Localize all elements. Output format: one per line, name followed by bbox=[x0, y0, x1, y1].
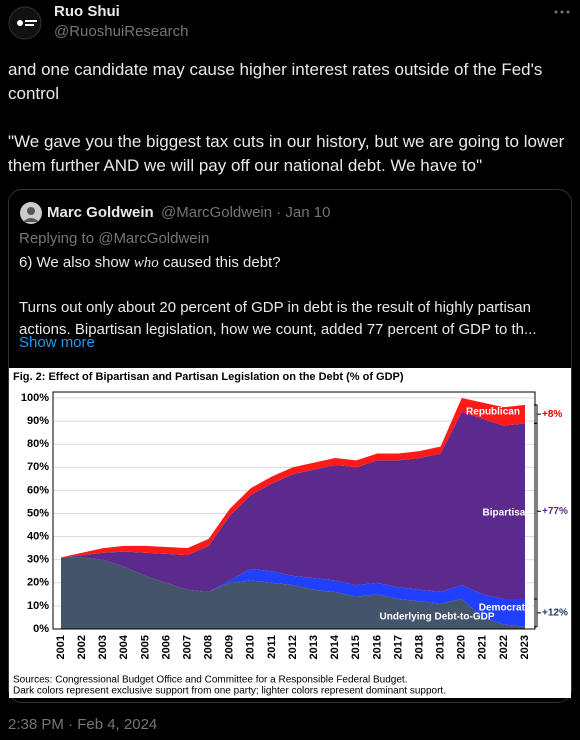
quoted-text: 6) We also show who caused this debt? bbox=[19, 254, 281, 272]
series-label: Democratic bbox=[479, 603, 534, 614]
author-handle[interactable]: @RuoshuiResearch bbox=[54, 23, 189, 40]
x-tick-label: 2018 bbox=[413, 635, 425, 659]
show-more[interactable]: Show more bbox=[19, 334, 95, 351]
y-tick-label: 10% bbox=[27, 600, 49, 612]
x-tick-label: 2017 bbox=[392, 635, 404, 659]
x-tick-label: 2006 bbox=[160, 635, 172, 659]
y-tick-label: 100% bbox=[21, 392, 49, 404]
x-tick-label: 2013 bbox=[308, 635, 320, 659]
x-tick-label: 2001 bbox=[55, 635, 67, 659]
x-tick-label: 2012 bbox=[287, 635, 299, 659]
source-note: Dark colors represent exclusive support … bbox=[13, 686, 446, 697]
x-tick-label: 2015 bbox=[350, 635, 362, 659]
annotation: +8% bbox=[542, 409, 562, 420]
y-tick-label: 70% bbox=[27, 461, 49, 473]
replying-to: Replying to @MarcGoldwein bbox=[19, 230, 210, 247]
quoted-avatar bbox=[20, 202, 42, 224]
y-tick-label: 0% bbox=[33, 623, 49, 635]
x-tick-label: 2014 bbox=[329, 634, 341, 659]
quoted-meta: @MarcGoldwein · Jan 10 bbox=[161, 204, 331, 221]
x-tick-label: 2019 bbox=[435, 635, 447, 659]
y-tick-label: 80% bbox=[27, 438, 49, 450]
text: who bbox=[133, 255, 159, 271]
series-label: Underlying Debt-to-GDP bbox=[380, 612, 495, 623]
x-tick-label: 2002 bbox=[76, 635, 88, 659]
chart: Fig. 2: Effect of Bipartisan and Partisa… bbox=[9, 368, 571, 698]
author-name[interactable]: Ruo Shui bbox=[54, 3, 120, 20]
y-tick-label: 60% bbox=[27, 484, 49, 496]
tweet-text: and one candidate may cause higher inter… bbox=[8, 58, 568, 178]
x-tick-label: 2009 bbox=[224, 635, 236, 659]
annotation: +12% bbox=[542, 607, 568, 618]
quoted-text: Turns out only about 20 percent of GDP i… bbox=[19, 297, 537, 341]
quoted-name: Marc Goldwein bbox=[47, 204, 154, 221]
quoted-tweet[interactable]: Marc Goldwein @MarcGoldwein · Jan 10 Rep… bbox=[8, 189, 572, 703]
area bbox=[61, 398, 525, 558]
area bbox=[61, 411, 525, 599]
paragraph: and one candidate may cause higher inter… bbox=[8, 60, 543, 103]
annotation: +77% bbox=[542, 506, 568, 517]
series-label: Bipartisan bbox=[483, 508, 532, 519]
y-tick-label: 20% bbox=[27, 577, 49, 589]
more-menu[interactable] bbox=[553, 8, 571, 16]
source-note: Sources: Congressional Budget Office and… bbox=[13, 675, 407, 686]
x-tick-label: 2010 bbox=[245, 635, 257, 659]
x-tick-label: 2008 bbox=[203, 635, 215, 659]
line: Turns out only about 20 percent of GDP i… bbox=[19, 299, 531, 316]
plot-border bbox=[52, 391, 536, 630]
x-tick-label: 2022 bbox=[498, 635, 510, 659]
x-tick-label: 2005 bbox=[139, 635, 151, 659]
area bbox=[61, 557, 525, 629]
timestamp[interactable]: 2:38 PM · Feb 4, 2024 bbox=[8, 716, 158, 733]
y-tick-label: 30% bbox=[27, 554, 49, 566]
text: caused this debt? bbox=[158, 254, 281, 271]
x-tick-label: 2011 bbox=[266, 635, 278, 659]
x-tick-label: 2023 bbox=[519, 635, 531, 659]
area bbox=[61, 557, 525, 627]
x-tick-label: 2021 bbox=[477, 635, 489, 659]
chart-title: Fig. 2: Effect of Bipartisan and Partisa… bbox=[13, 371, 404, 383]
x-tick-label: 2004 bbox=[118, 634, 130, 659]
x-tick-label: 2007 bbox=[181, 635, 193, 659]
y-tick-label: 90% bbox=[27, 415, 49, 427]
x-tick-label: 2016 bbox=[371, 635, 383, 659]
line: actions. Bipartisan legislation, how we … bbox=[19, 321, 537, 338]
y-tick-label: 50% bbox=[27, 507, 49, 519]
paragraph: "We gave you the biggest tax cuts in our… bbox=[8, 132, 565, 175]
x-tick-label: 2020 bbox=[456, 635, 468, 659]
series-label: Republican bbox=[466, 407, 520, 418]
y-tick-label: 40% bbox=[27, 531, 49, 543]
x-tick-label: 2003 bbox=[97, 635, 109, 659]
text: 6) We also show bbox=[19, 254, 134, 271]
avatar[interactable] bbox=[8, 6, 42, 40]
